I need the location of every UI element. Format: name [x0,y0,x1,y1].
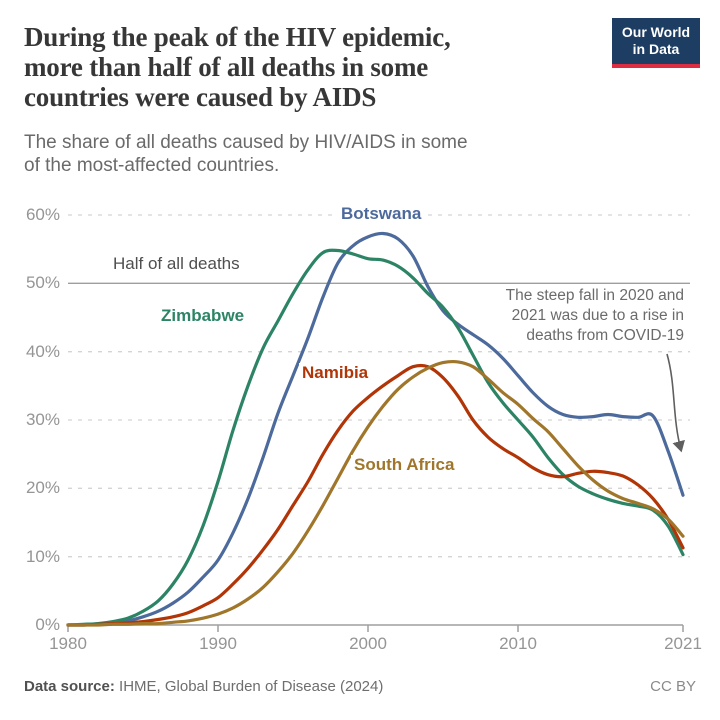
covid-annotation-line-3: deaths from COVID-19 [526,327,684,344]
y-axis-label: 10% [25,546,60,566]
x-axis-label: 2010 [499,634,537,653]
y-axis-label: 50% [25,273,60,293]
x-axis-label: 1980 [49,634,87,653]
x-axis-label: 1990 [199,634,237,653]
series-label-namibia: Namibia [299,363,372,383]
data-source-text: IHME, Global Burden of Disease (2024) [114,678,384,695]
chart-subtitle: The share of all deaths caused by HIV/AI… [24,131,544,177]
title-line-3: countries were caused by AIDS [24,82,377,112]
y-axis-label: 30% [25,410,60,429]
covid-annotation-line-1: The steep fall in 2020 and [505,287,684,304]
x-axis-label: 2021 [664,634,702,653]
subtitle-line-1: The share of all deaths caused by HIV/AI… [24,132,468,153]
data-source-label: Data source: [24,678,115,695]
covid-annotation-line-2: 2021 was due to a rise in [511,307,684,324]
subtitle-line-2: of the most-affected countries. [24,155,280,176]
y-axis-label: 0% [35,615,60,634]
owid-logo: Our World in Data [612,18,700,68]
data-source: Data source: IHME, Global Burden of Dise… [24,678,383,695]
title-line-1: During the peak of the HIV epidemic, [24,22,451,52]
chart-title: During the peak of the HIV epidemic, mor… [24,22,614,112]
y-axis-label: 60% [25,205,60,224]
series-label-south-africa: South Africa [351,455,458,475]
license-badge: CC BY [650,678,696,695]
x-axis-label: 2000 [349,634,387,653]
owid-logo-line-2: in Data [632,41,680,57]
owid-logo-line-1: Our World [621,24,691,40]
reference-line-label: Half of all deaths [110,254,243,274]
y-axis-label: 40% [25,341,60,361]
series-label-zimbabwe: Zimbabwe [158,306,248,326]
title-line-2: more than half of all deaths in some [24,52,429,82]
series-label-botswana: Botswana [338,204,425,224]
covid-annotation: The steep fall in 2020 and 2021 was due … [464,286,684,346]
y-axis-label: 20% [25,478,60,498]
